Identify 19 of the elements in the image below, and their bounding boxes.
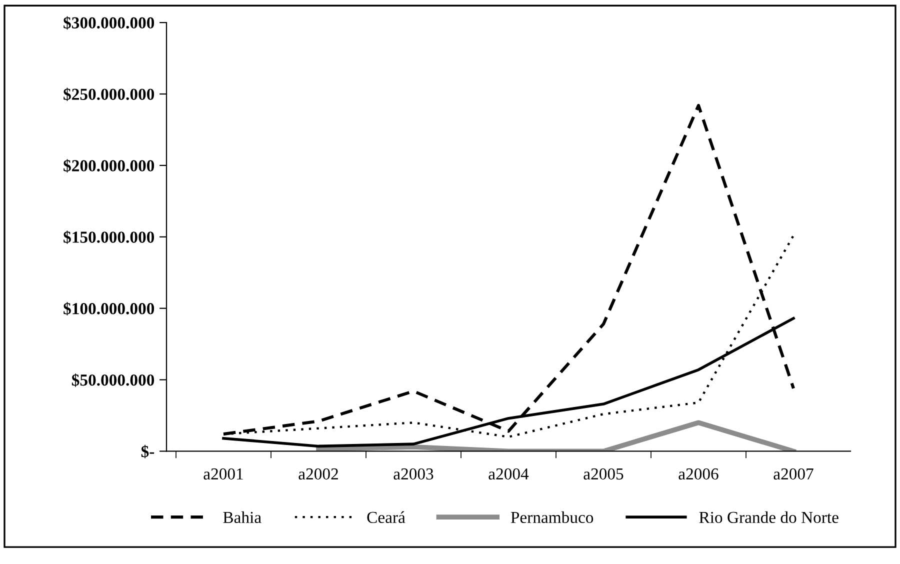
x-tick-label: a2003 (394, 468, 434, 480)
legend-label: Pernambuco (510, 511, 594, 524)
y-tick-label: $300.000.000 (64, 16, 154, 30)
y-tick-label: $50.000.000 (72, 373, 154, 387)
legend-label: Ceará (367, 511, 406, 524)
y-tick-label: $200.000.000 (64, 159, 154, 172)
line-series (316, 420, 796, 452)
y-tick-label: $100.000.000 (64, 302, 154, 316)
x-tick-label: a2004 (488, 468, 529, 480)
x-tick-label: a2006 (678, 468, 718, 480)
y-tick-label: $- (141, 444, 154, 458)
y-tick-label: $250.000.000 (64, 88, 154, 102)
y-tick-label: $150.000.000 (64, 230, 154, 244)
legend-label: Rio Grande do Norte (699, 511, 838, 524)
x-tick-label: a2005 (584, 468, 624, 480)
legend-label: Bahia (223, 511, 262, 524)
x-tick-label: a2001 (204, 468, 243, 480)
x-tick-label: a2002 (298, 468, 338, 480)
x-tick-label: a2007 (774, 468, 814, 480)
